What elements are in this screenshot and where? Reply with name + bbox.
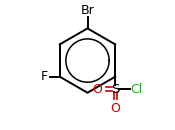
Text: Br: Br [81,4,94,17]
Text: F: F [41,70,48,83]
Text: O: O [93,83,102,96]
Text: Cl: Cl [130,83,143,96]
Text: S: S [111,83,120,96]
Text: O: O [110,102,120,115]
